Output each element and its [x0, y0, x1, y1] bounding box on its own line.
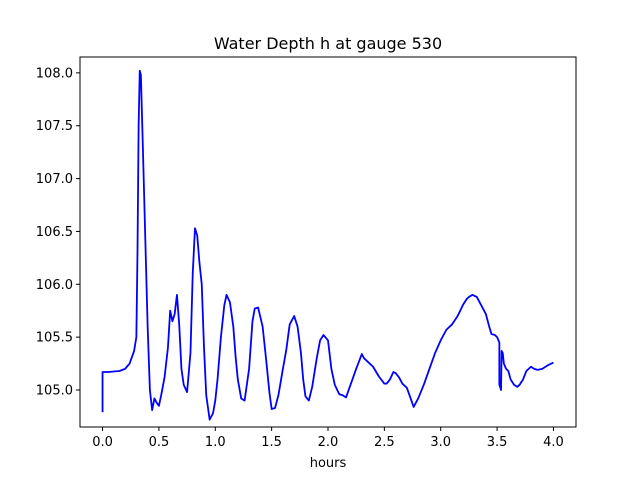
y-tick-label: 106.5	[36, 225, 73, 240]
y-tick-label: 105.5	[36, 331, 73, 346]
plot-area: 0.0 0.5 1.0 1.5 2.0 2.5 3.0 3.5 4.0 105.0 105.5 106…	[36, 56, 577, 450]
y-tick-label: 108.0	[36, 66, 73, 81]
x-tick-label: 4.0	[543, 435, 564, 450]
x-axis-label: hours	[310, 456, 347, 471]
x-tick-label: 1.5	[261, 435, 282, 450]
x-tick-label: 2.5	[374, 435, 395, 450]
x-tick-label: 3.0	[430, 435, 451, 450]
chart-title: Water Depth h at gauge 530	[214, 34, 442, 53]
series-line-0	[101, 69, 554, 421]
x-tick-label: 2.0	[318, 435, 339, 450]
x-tick-label: 0.5	[149, 435, 170, 450]
y-tick-label: 106.0	[36, 278, 73, 293]
y-tick-label: 105.0	[36, 384, 73, 399]
y-tick-label: 107.5	[36, 119, 73, 134]
x-tick-label: 0.0	[92, 435, 113, 450]
x-tick-label: 1.0	[205, 435, 226, 450]
y-tick-label: 107.0	[36, 172, 73, 187]
x-tick-label: 3.5	[487, 435, 508, 450]
